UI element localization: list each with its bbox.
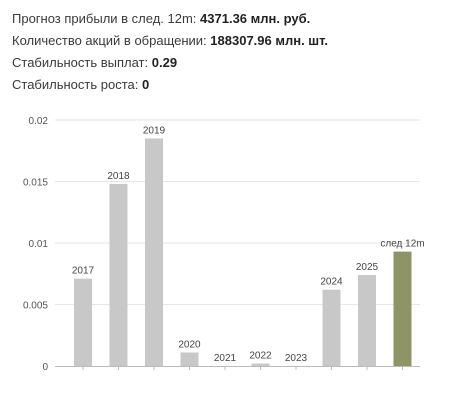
profit-forecast-value: 4371.36 млн. руб. bbox=[200, 11, 311, 26]
profit-forecast-label: Прогноз прибыли в след. 12m: bbox=[12, 11, 197, 26]
bar-next-12m bbox=[393, 251, 412, 366]
payout-stability-label: Стабильность выплат: bbox=[12, 55, 149, 70]
bar-2017 bbox=[74, 278, 92, 366]
payout-stability-value: 0.29 bbox=[151, 55, 178, 70]
y-tick-label: 0.02 bbox=[29, 116, 49, 127]
bar-label: 2018 bbox=[107, 171, 130, 182]
shares-outstanding-value: 188307.96 млн. шт. bbox=[210, 33, 328, 48]
bar-2020 bbox=[180, 352, 199, 366]
shares-outstanding-line: Количество акций в обращении: 188307.96 … bbox=[12, 30, 452, 52]
growth-stability-value: 0 bbox=[141, 77, 150, 92]
bar-2018 bbox=[109, 183, 128, 366]
y-tick-label: 0.015 bbox=[23, 178, 48, 189]
bar-2022 bbox=[251, 363, 270, 366]
bar-label: 2024 bbox=[320, 277, 343, 288]
bar-label: 2021 bbox=[214, 353, 237, 364]
payout-stability-line: Стабильность выплат: 0.29 bbox=[12, 52, 452, 74]
bar-label: 2020 bbox=[178, 339, 201, 350]
profit-forecast-line: Прогноз прибыли в след. 12m: 4371.36 млн… bbox=[12, 8, 452, 30]
bar-label: след 12m bbox=[380, 239, 424, 250]
stats-panel: Прогноз прибыли в след. 12m: 4371.36 млн… bbox=[12, 8, 452, 96]
bar-2025 bbox=[358, 274, 376, 366]
bar-label: 2022 bbox=[249, 351, 272, 362]
y-tick-label: 0.005 bbox=[23, 301, 48, 312]
y-tick-label: 0.01 bbox=[29, 239, 49, 250]
bar-label: 2023 bbox=[285, 353, 308, 364]
growth-stability-line: Стабильность роста: 0 bbox=[12, 74, 452, 96]
bar-2019 bbox=[145, 138, 163, 366]
shares-outstanding-label: Количество акций в обращении: bbox=[12, 33, 207, 48]
bar-label: 2025 bbox=[356, 262, 379, 273]
bar-2024 bbox=[322, 289, 341, 366]
bar-label: 2017 bbox=[72, 266, 95, 277]
bar-label: 2019 bbox=[143, 125, 166, 136]
growth-stability-label: Стабильность роста: bbox=[12, 77, 139, 92]
y-tick-label: 0 bbox=[42, 362, 48, 373]
